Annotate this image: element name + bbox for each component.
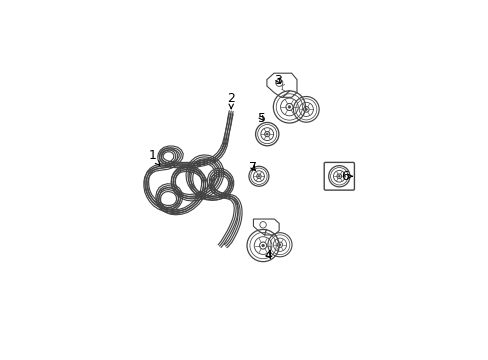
Text: 4: 4 (264, 249, 272, 262)
Circle shape (338, 175, 340, 177)
Text: 2: 2 (227, 92, 235, 109)
Text: 3: 3 (274, 74, 282, 87)
Circle shape (287, 106, 290, 108)
Circle shape (266, 133, 267, 135)
Circle shape (258, 175, 259, 177)
Text: 6: 6 (340, 170, 351, 183)
Circle shape (305, 108, 306, 111)
Text: 7: 7 (249, 161, 257, 175)
Circle shape (279, 244, 281, 246)
Text: 5: 5 (257, 112, 265, 125)
Text: 1: 1 (148, 149, 160, 166)
Circle shape (261, 244, 264, 247)
